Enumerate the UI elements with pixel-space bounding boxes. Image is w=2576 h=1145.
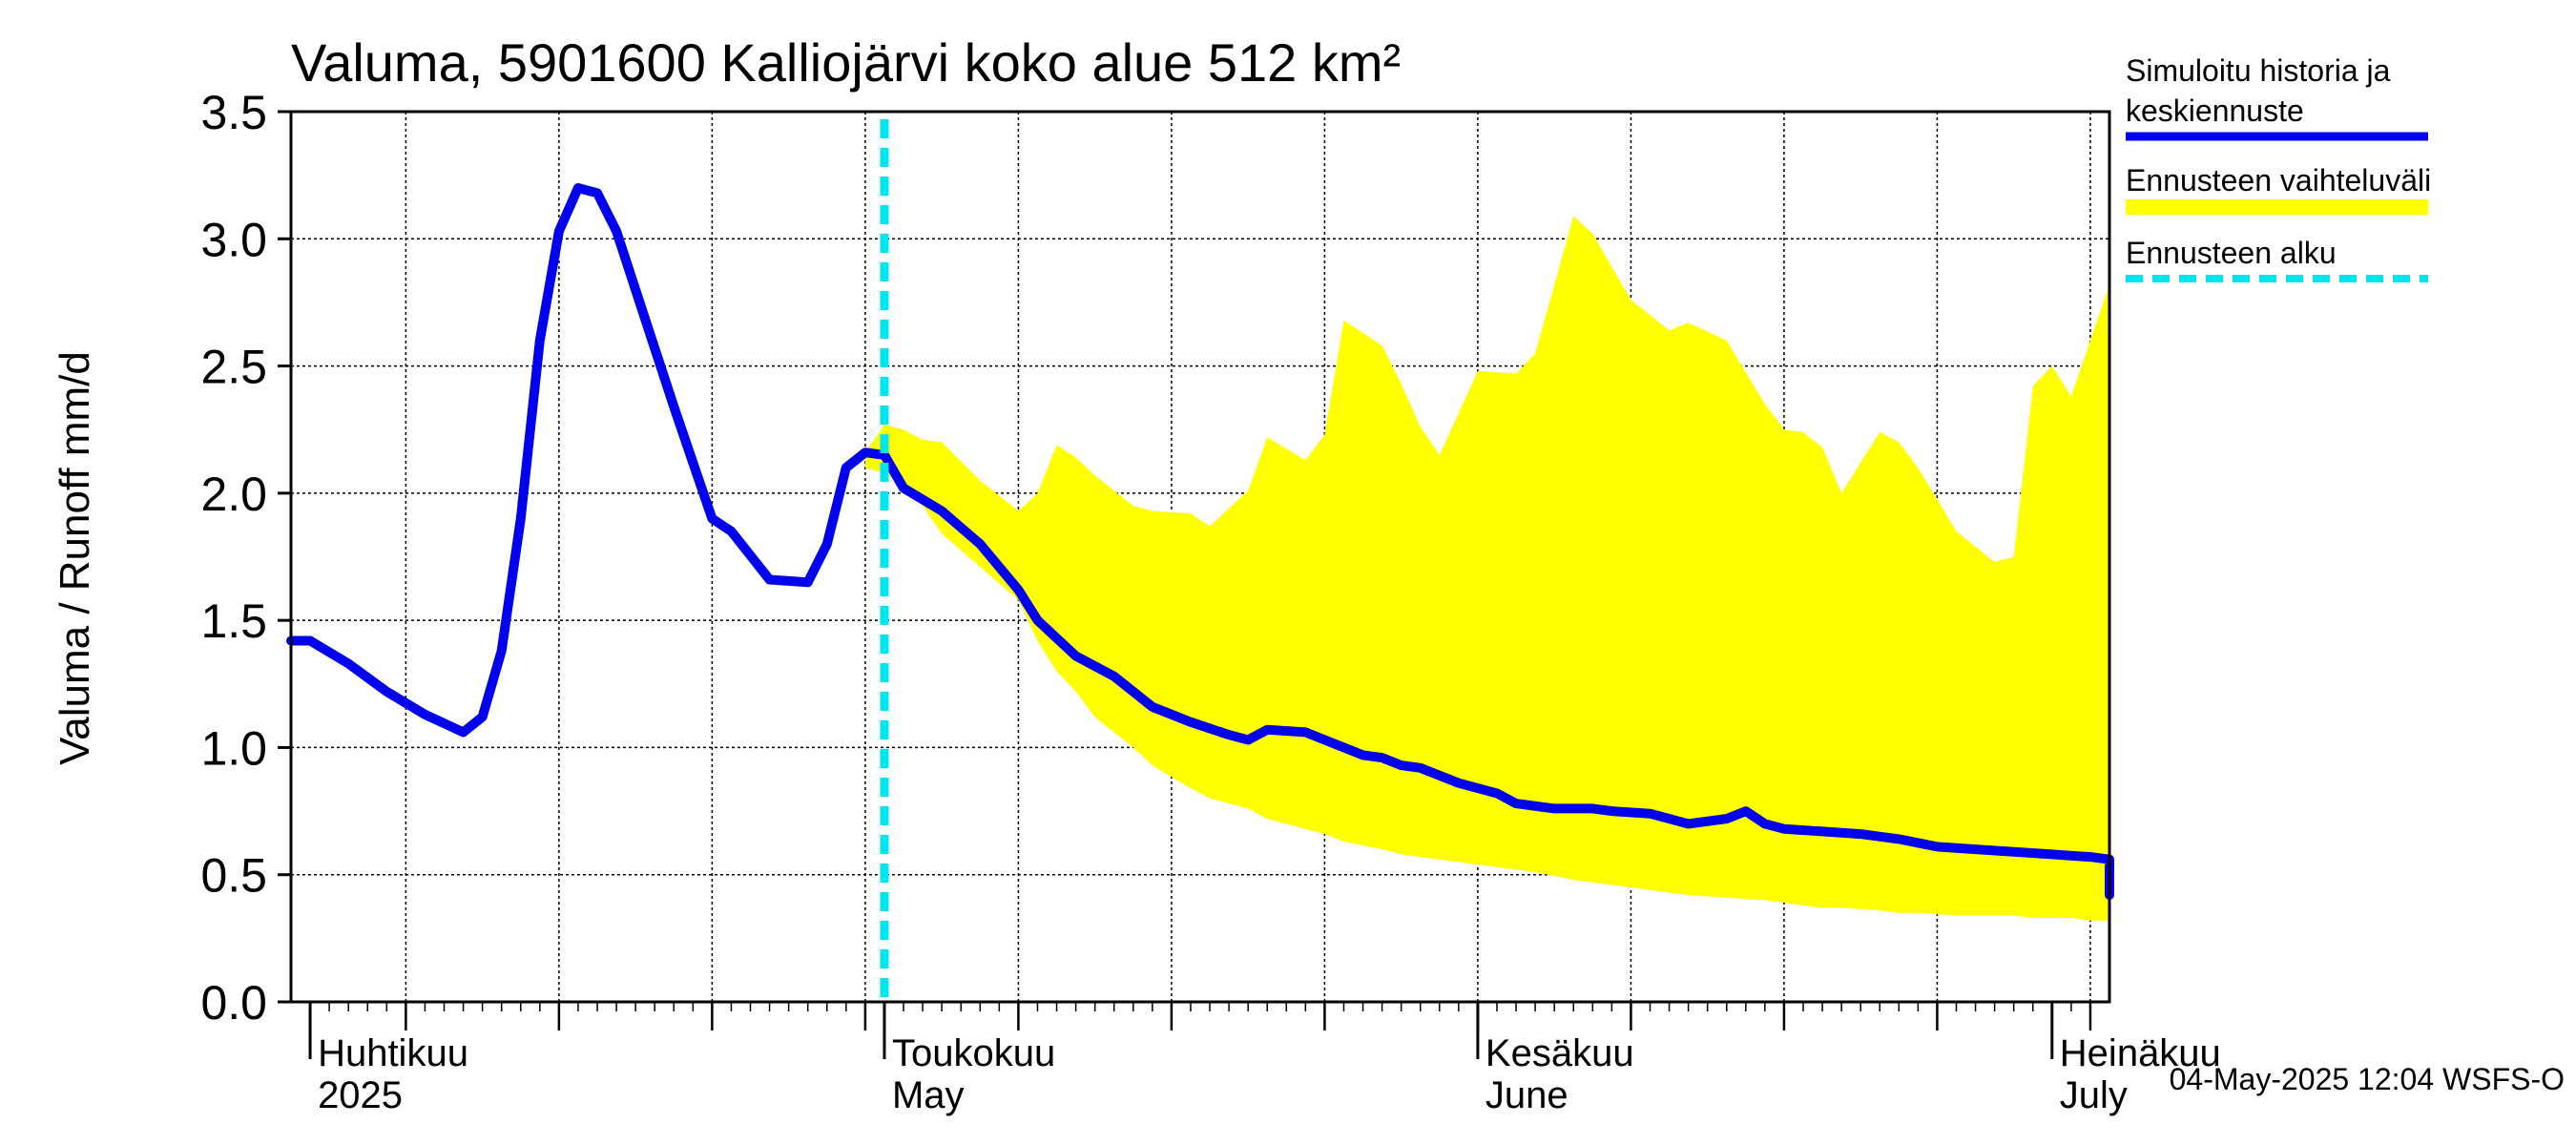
footer-timestamp: 04-May-2025 12:04 WSFS-O xyxy=(2170,1062,2565,1096)
x-month-label: Toukokuu xyxy=(892,1032,1055,1074)
x-month-sublabel: July xyxy=(2060,1074,2128,1116)
y-tick-label: 2.0 xyxy=(200,468,267,521)
y-axis-label: Valuma / Runoff mm/d xyxy=(52,351,98,765)
y-axis-label-group: Valuma / Runoff mm/d xyxy=(52,351,98,765)
x-month-sublabel: 2025 xyxy=(318,1074,403,1116)
runoff-line-layer xyxy=(286,183,2114,900)
legend-label-history-2: keskiennuste xyxy=(2126,94,2304,128)
y-tick-label: 1.5 xyxy=(200,594,267,648)
x-month-label: Huhtikuu xyxy=(318,1032,468,1074)
plot-area xyxy=(286,110,2114,1004)
y-tick-label: 0.5 xyxy=(200,849,267,903)
y-axis-ticks: 0.0 0.5 1.0 1.5 2.0 2.5 3.0 3.5 xyxy=(200,86,291,1030)
runoff-series-line xyxy=(286,183,2114,900)
y-tick-label: 3.0 xyxy=(200,213,267,266)
y-tick-label: 0.0 xyxy=(200,976,267,1030)
legend: Simuloitu historia ja keskiennuste Ennus… xyxy=(2126,53,2431,282)
y-tick-label: 3.5 xyxy=(200,86,267,139)
x-month-label: Kesäkuu xyxy=(1485,1032,1634,1074)
plot-frame xyxy=(289,110,2111,1004)
y-tick-label: 2.5 xyxy=(200,341,267,394)
legend-label-range: Ennusteen vaihteluväli xyxy=(2126,163,2431,198)
chart-title: Valuma, 5901600 Kalliojärvi koko alue 51… xyxy=(291,32,1401,93)
y-tick-label: 1.0 xyxy=(200,721,267,775)
legend-label-history-1: Simuloitu historia ja xyxy=(2126,53,2391,88)
x-month-label: Heinäkuu xyxy=(2060,1032,2221,1074)
x-month-sublabel: June xyxy=(1485,1074,1568,1116)
legend-label-forecast-start: Ennusteen alku xyxy=(2126,236,2337,270)
forecast-range-band xyxy=(864,216,2109,947)
forecast-range-band-layer xyxy=(864,216,2109,947)
x-month-sublabel: May xyxy=(892,1074,965,1116)
